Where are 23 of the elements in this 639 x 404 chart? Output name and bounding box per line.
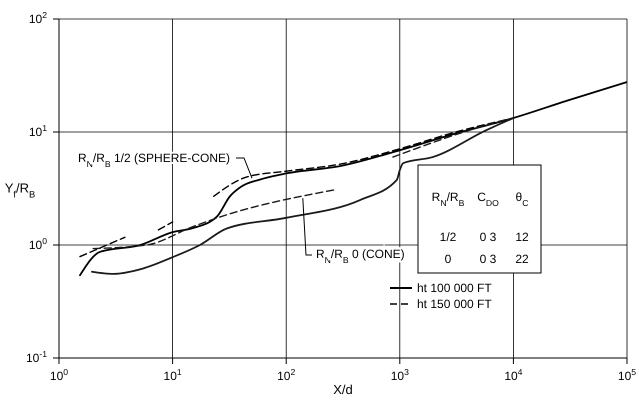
legend-label: ht 100 000 FT bbox=[417, 281, 492, 295]
annotation: C$_{DO}$ bbox=[477, 190, 500, 208]
annotation: 12 bbox=[515, 230, 529, 244]
y-tick-label: 10$^{0}$ bbox=[28, 236, 48, 252]
x-tick-label: 10$^{5}$ bbox=[618, 367, 636, 383]
annotation: 0 3 bbox=[480, 230, 497, 244]
y-tick-label: 10$^{-1}$ bbox=[26, 349, 48, 365]
x-tick-label: 10$^{2}$ bbox=[277, 367, 296, 383]
y-tick-label: 10$^{2}$ bbox=[28, 10, 48, 26]
legend-label: ht 150 000 FT bbox=[417, 297, 492, 311]
annotation: 22 bbox=[515, 252, 529, 266]
annotation: θ$_{C}$ bbox=[516, 190, 528, 208]
annotation: 1/2 bbox=[440, 230, 457, 244]
annotation: 0 bbox=[444, 252, 452, 266]
x-axis-title: X/d bbox=[333, 382, 353, 397]
y-axis-title: Y$_{f}$/R$_{B}$ bbox=[4, 180, 36, 200]
annotation: 0 3 bbox=[480, 252, 497, 266]
x-tick-label: 10$^{3}$ bbox=[390, 367, 410, 383]
y-tick-label: 10$^{1}$ bbox=[28, 123, 48, 139]
x-tick-label: 10$^{0}$ bbox=[50, 367, 68, 383]
x-tick-label: 10$^{4}$ bbox=[504, 367, 523, 383]
x-tick-label: 10$^{1}$ bbox=[164, 367, 182, 383]
annotation: R$_{N}$/R$_{B}$ bbox=[432, 190, 465, 208]
